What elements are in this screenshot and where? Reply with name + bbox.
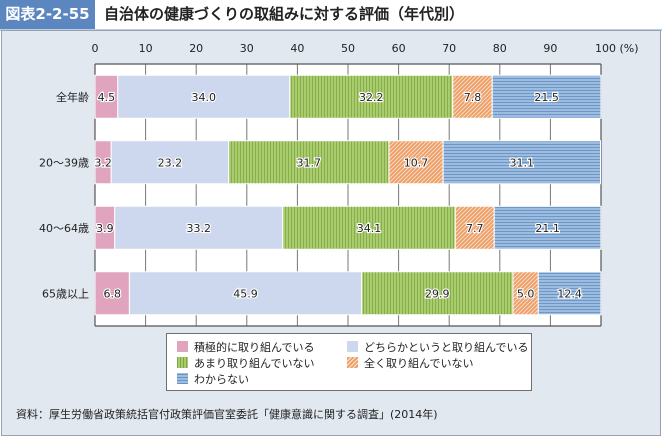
data-label: 4.5 — [98, 91, 116, 104]
bar-segment-not_at_all — [388, 140, 444, 185]
legend-swatch-active — [177, 341, 188, 352]
figure-label: 図表2-2-55 — [0, 0, 95, 29]
source-note: 資料：厚生労働省政策統括官付政策評価官室委託「健康意識に関する調査」(2014年… — [16, 408, 438, 421]
data-label: 6.8 — [103, 287, 121, 300]
bar-segment-unknown — [537, 271, 602, 316]
data-label: 7.8 — [464, 91, 482, 104]
data-label: 21.1 — [535, 222, 560, 235]
y-category-label: 20～39歳 — [39, 156, 89, 169]
legend-label: どちらかというと取り組んでいる — [364, 341, 529, 354]
data-label: 10.7 — [404, 156, 429, 169]
legend-item-not-much: あまり取り組んでいない — [177, 356, 314, 372]
figure-title: 自治体の健康づくりの取組みに対する評価（年代別） — [104, 5, 465, 23]
bar-segment-not_much — [361, 271, 514, 316]
data-label: 32.2 — [359, 91, 384, 104]
data-label: 3.2 — [94, 156, 112, 169]
bar-segment-unknown — [491, 74, 602, 119]
legend-item-active: 積極的に取り組んでいる — [177, 340, 314, 356]
x-tick-label: 60 — [392, 42, 406, 55]
data-label: 21.5 — [534, 91, 559, 104]
bar-segment-not_much — [289, 74, 454, 119]
x-tick-label: 80 — [493, 42, 507, 55]
legend-item-unknown: わからない — [177, 372, 249, 388]
bar-segment-somewhat — [128, 271, 363, 316]
legend-swatch-not-at-all — [347, 357, 358, 368]
x-tick-label: 30 — [240, 42, 254, 55]
bar-segment-not_much — [228, 140, 390, 185]
legend-item-not-at-all: 全く取り組んでいない — [347, 356, 473, 372]
data-label: 34.1 — [357, 222, 382, 235]
data-label: 7.7 — [466, 222, 484, 235]
data-label: 29.9 — [425, 287, 450, 300]
legend-swatch-not-much — [177, 357, 188, 368]
x-tick-label: 40 — [290, 42, 304, 55]
bar-segment-not_at_all — [454, 205, 495, 250]
data-label: 5.0 — [517, 287, 535, 300]
x-tick-label: 90 — [543, 42, 557, 55]
legend: 積極的に取り組んでいる どちらかというと取り組んでいる あまり取り組んでいない … — [166, 333, 532, 391]
data-label: 45.9 — [233, 287, 258, 300]
data-label: 31.7 — [297, 156, 322, 169]
data-label: 31.1 — [510, 156, 535, 169]
data-label: 33.2 — [186, 222, 211, 235]
x-tick-label: 20 — [189, 42, 203, 55]
legend-item-somewhat: どちらかというと取り組んでいる — [347, 340, 528, 356]
bar-segment-somewhat — [110, 140, 230, 185]
x-tick-label: 100 (%) — [595, 42, 639, 55]
legend-label: あまり取り組んでいない — [194, 357, 315, 370]
legend-swatch-unknown — [177, 373, 188, 384]
x-tick-label: 50 — [341, 42, 355, 55]
y-category-label: 全年齢 — [56, 90, 89, 104]
legend-label: 積極的に取り組んでいる — [194, 341, 315, 354]
legend-label: わからない — [194, 373, 249, 386]
bar-segment-unknown — [442, 140, 601, 185]
x-tick-label: 0 — [92, 42, 99, 55]
y-category-label: 40～64歳 — [39, 222, 89, 235]
legend-swatch-somewhat — [347, 341, 358, 352]
bar-segment-not_at_all — [512, 271, 539, 316]
legend-label: 全く取り組んでいない — [364, 357, 474, 370]
data-label: 12.4 — [557, 287, 582, 300]
x-tick-label: 10 — [139, 42, 153, 55]
y-category-label: 65歳以上 — [42, 287, 89, 300]
x-tick-label: 70 — [442, 42, 456, 55]
data-label: 23.2 — [158, 156, 183, 169]
bar-segment-somewhat — [114, 205, 284, 250]
data-label: 34.0 — [192, 91, 217, 104]
data-label: 3.9 — [96, 222, 114, 235]
bar-segment-unknown — [493, 205, 602, 250]
